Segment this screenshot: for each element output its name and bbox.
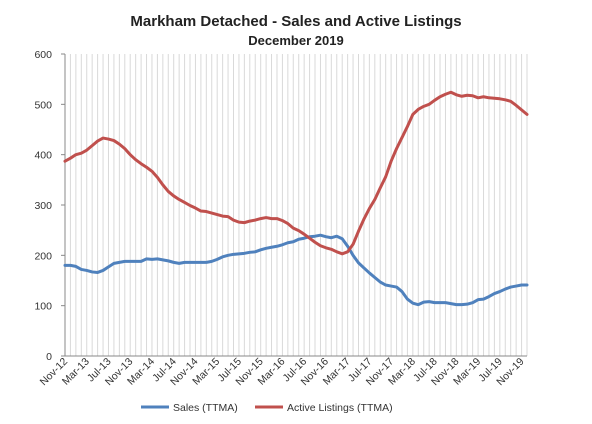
y-tick-label: 500 bbox=[34, 99, 52, 111]
chart-subtitle: December 2019 bbox=[248, 33, 343, 48]
series-line-sales bbox=[63, 233, 529, 307]
series-lines bbox=[63, 90, 529, 307]
axes bbox=[61, 53, 527, 357]
y-tick-label: 200 bbox=[34, 250, 52, 262]
legend: Sales (TTMA) Active Listings (TTMA) bbox=[141, 402, 393, 414]
x-axis-tick-labels: Nov-12Mar-13Jul-13Nov-13Mar-14Jul-14Nov-… bbox=[38, 356, 527, 389]
y-tick-label: 100 bbox=[34, 301, 52, 313]
chart-title: Markham Detached - Sales and Active List… bbox=[130, 13, 461, 30]
y-tick-label: 600 bbox=[34, 49, 52, 61]
series-line-active-listings bbox=[63, 90, 529, 256]
y-axis-tick-labels: 0 100 200 300 400 500 600 bbox=[34, 49, 52, 363]
y-tick-label: 300 bbox=[34, 200, 52, 212]
y-tick-label: 400 bbox=[34, 150, 52, 162]
vertical-gridlines bbox=[64, 54, 528, 356]
legend-label: Sales (TTMA) bbox=[173, 402, 238, 414]
legend-label: Active Listings (TTMA) bbox=[287, 402, 393, 414]
y-tick-label: 0 bbox=[46, 351, 52, 363]
